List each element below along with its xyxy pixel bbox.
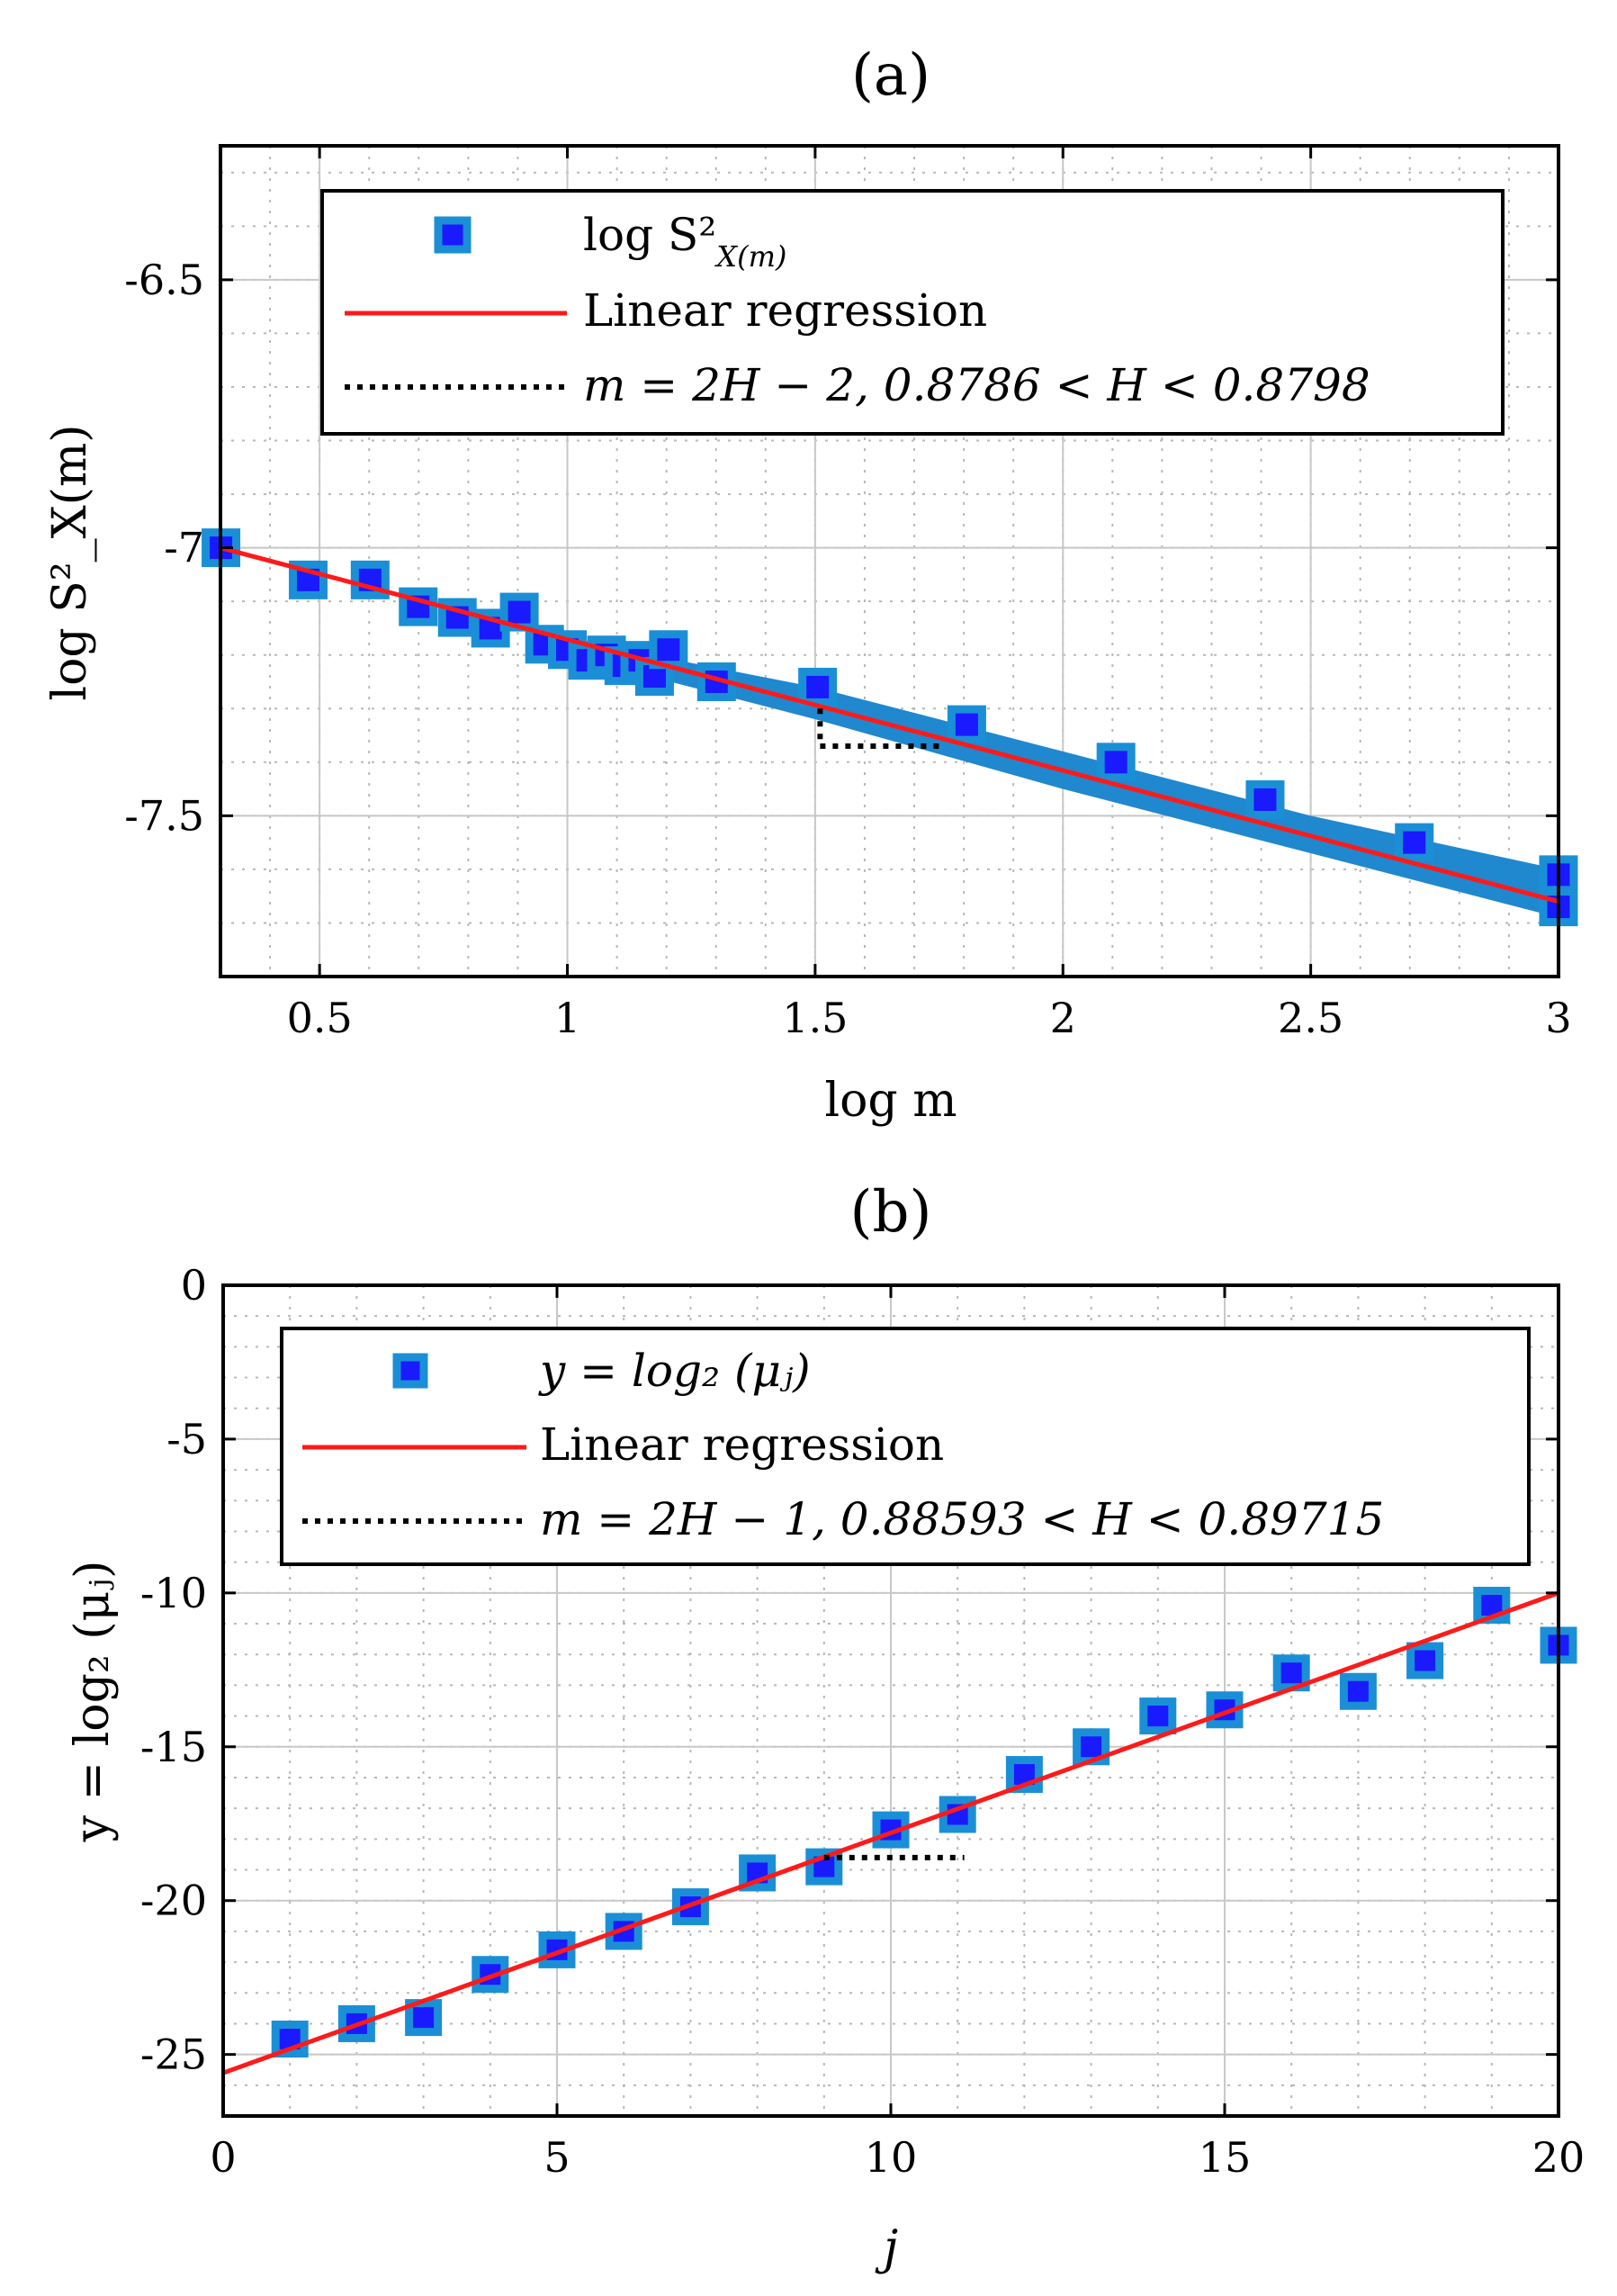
x-tick-label: 2.5 [1278, 994, 1343, 1042]
panel-b: (b) 0 5 10 15 20 0 -5 -10 -15 -20 -25 j y = log₂ … [66, 1179, 1585, 2275]
y-tick-label: 0 [181, 1261, 207, 1310]
panel-b-legend-series-label: y = log₂ (μⱼ) [538, 1345, 811, 1397]
panel-b-legend-regression-label: Linear regression [540, 1418, 944, 1471]
x-tick-label: 1.5 [782, 994, 848, 1042]
panel-a-legend-series-sub: X(m) [714, 239, 786, 274]
panel-a-ylabel: log S²_X(m) [43, 424, 97, 700]
panel-b-x-ticks: 0 5 10 15 20 [210, 1285, 1585, 2182]
scatter-band [567, 638, 1559, 918]
y-tick-label: -5 [166, 1415, 207, 1463]
panel-b-y-ticks: 0 -5 -10 -15 -20 -25 [140, 1261, 1559, 2079]
regression-line [222, 1590, 1559, 2075]
data-point [605, 1913, 642, 1950]
panel-a-axes-frame [219, 144, 1560, 978]
panel-a-legend-bounds-label: m = 2H − 2, 0.8786 < H < 0.8798 [583, 359, 1370, 411]
panel-a-xlabel: log m [824, 1074, 957, 1128]
panel-a-legend-series-label: log S²X(m) [583, 209, 786, 274]
panel-b-legend-bounds-label: m = 2H − 1, 0.88593 < H < 0.89715 [540, 1493, 1384, 1545]
x-tick-label: 0 [210, 2133, 236, 2182]
y-tick-label: -20 [140, 1877, 207, 1925]
panel-a-scatter-band [567, 638, 1559, 918]
panel-b-xlabel: j [875, 2221, 898, 2275]
panel-b-legend-marker [392, 1353, 428, 1389]
x-tick-label: 0.5 [287, 994, 353, 1042]
y-tick-label: -10 [140, 1569, 207, 1617]
panel-a-title: (a) [851, 42, 930, 109]
data-point [1395, 823, 1434, 862]
y-tick-label: -15 [140, 1723, 207, 1771]
x-tick-label: 2 [1050, 994, 1076, 1042]
panel-a-points [202, 528, 1578, 927]
x-tick-label: 5 [543, 2133, 570, 2182]
y-tick-label: -6.5 [124, 256, 204, 304]
panel-b-ylabel: y = log₂ (μⱼ) [66, 1561, 120, 1843]
data-point [1096, 743, 1136, 782]
data-point [405, 1999, 443, 2037]
data-point [1139, 1697, 1177, 1735]
y-tick-label: -7.5 [124, 791, 204, 840]
panel-b-title: (b) [850, 1179, 932, 1246]
panel-b-legend: y = log₂ (μⱼ) Linear regression m = 2H −… [280, 1327, 1531, 1566]
panel-a-legend-series-main: log S² [583, 209, 716, 261]
panel-a-x-ticks: 0.5 1 1.5 2 2.5 3 [287, 146, 1572, 1042]
regression-line [220, 545, 1559, 905]
panel-a-legend: log S²X(m) Linear regression m = 2H − 2,… [320, 189, 1505, 436]
data-point [1339, 1672, 1377, 1710]
panel-a-lines [220, 545, 1559, 905]
x-tick-label: 15 [1199, 2133, 1252, 2182]
data-point [649, 630, 688, 670]
panel-a-y-ticks: -6.5 -7 -7.5 [124, 256, 1559, 840]
panel-a-legend-box [320, 189, 1505, 436]
data-point [798, 667, 838, 707]
data-point [1245, 779, 1285, 819]
data-point [1406, 1642, 1444, 1679]
x-tick-label: 1 [554, 994, 580, 1042]
panel-a: (a) 0.5 1 1.5 2 2.5 3 -6.5 -7 -7.5 log m log S²… [43, 42, 1578, 1128]
panel-b-lines [222, 1590, 1559, 2075]
panel-a-legend-regression-label: Linear regression [583, 284, 987, 337]
data-point [947, 705, 986, 744]
y-tick-label: -7 [164, 524, 204, 572]
x-tick-label: 3 [1545, 994, 1571, 1042]
panel-a-legend-marker [434, 216, 472, 254]
y-tick-label: -25 [140, 2030, 207, 2079]
x-tick-label: 20 [1532, 2133, 1586, 2182]
x-tick-label: 10 [865, 2133, 918, 2182]
